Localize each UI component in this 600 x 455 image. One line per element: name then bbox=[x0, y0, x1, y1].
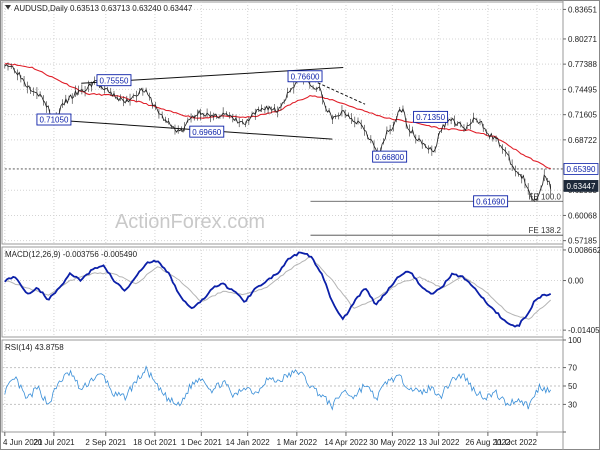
x-tick-label: 30 May 2022 bbox=[369, 438, 416, 447]
macd-tick-label: -0.014055 bbox=[568, 326, 600, 335]
price-title: AUDUSD,Daily 0.63513 0.63713 0.63240 0.6… bbox=[14, 4, 193, 13]
x-tick-label: 18 Oct 2021 bbox=[133, 438, 177, 447]
price-tick-label: 0.68722 bbox=[568, 136, 597, 145]
rsi-tick-label: 100 bbox=[568, 336, 582, 345]
watermark: ActionForex.com bbox=[115, 211, 265, 233]
annotation-label: 0.69660 bbox=[192, 128, 221, 137]
rsi-tick-label: 30 bbox=[568, 400, 577, 409]
price-tick-label: 0.77388 bbox=[568, 60, 597, 69]
annotation-box-6 bbox=[473, 195, 509, 208]
x-tick-label: 1 Dec 2021 bbox=[181, 438, 222, 447]
price-line bbox=[4, 64, 552, 202]
x-tick-label: 20 Jul 2021 bbox=[33, 438, 75, 447]
macd-signal-line bbox=[4, 255, 552, 320]
rsi-panel: 100 70 50 30 RSI(14) 43.8758 bbox=[2, 336, 582, 433]
price-label: 0.65390 bbox=[567, 165, 596, 174]
annotation-label: 0.75550 bbox=[100, 76, 129, 85]
price-label-box-1 bbox=[563, 180, 599, 192]
macd-title: MACD(12,26,9) -0.003756 -0.005490 bbox=[5, 250, 138, 259]
x-tick-label: 4 Jun 2021 bbox=[3, 438, 43, 447]
x-tick-label: 26 Aug 2022 bbox=[465, 438, 510, 447]
x-tick-label: 14 Jan 2022 bbox=[226, 438, 271, 447]
price-tick-label: 0.83651 bbox=[568, 5, 597, 14]
annotation-box-0 bbox=[36, 113, 72, 126]
rsi-line bbox=[4, 365, 552, 411]
macd-panel: 0.008662 0.00 -0.014055 MACD(12,26,9) -0.00… bbox=[2, 246, 600, 335]
annotation-label: 0.66800 bbox=[375, 153, 404, 162]
annotation-box-4 bbox=[372, 150, 408, 163]
annotation-label: 0.71350 bbox=[416, 113, 445, 122]
x-tick-label: 1 Mar 2022 bbox=[277, 438, 318, 447]
price-tick-label: 0.80271 bbox=[568, 35, 597, 44]
annotation-box-3 bbox=[287, 70, 323, 83]
rsi-title: RSI(14) 43.8758 bbox=[5, 343, 64, 352]
macd-line bbox=[4, 251, 552, 328]
annotation-label: 0.71050 bbox=[39, 116, 68, 125]
panel-frame-1 bbox=[1, 246, 564, 338]
annotation-box-5 bbox=[413, 110, 449, 123]
price-tick-label: 0.57185 bbox=[568, 237, 597, 246]
annotation-box-1 bbox=[96, 74, 132, 87]
annotation-box-2 bbox=[189, 125, 225, 138]
rsi-tick-label: 70 bbox=[568, 364, 577, 373]
price-tick-label: 0.60068 bbox=[568, 211, 597, 220]
x-tick-label: 13 Jul 2022 bbox=[418, 438, 460, 447]
annotation-label: 0.61690 bbox=[476, 197, 505, 206]
x-tick-label: 11 Oct 2022 bbox=[494, 438, 538, 447]
collapse-arrow-icon[interactable] bbox=[5, 5, 11, 10]
rsi-tick-label: 50 bbox=[568, 382, 577, 391]
fe-level-label: FE 100.0 bbox=[529, 192, 562, 201]
price-label-box-0 bbox=[563, 163, 599, 175]
price-panel: 0.83651 0.80271 0.77388 0.74495 0.71605 0.687… bbox=[2, 4, 599, 246]
x-tick-label: 2 Sep 2021 bbox=[85, 438, 126, 447]
annotation-label: 0.76600 bbox=[291, 72, 320, 81]
fe-level-label: FE 138.2 bbox=[529, 226, 562, 235]
price-tick-label: 0.71605 bbox=[568, 111, 597, 120]
x-tick-label: 14 Apr 2022 bbox=[324, 438, 368, 447]
price-label: 0.63447 bbox=[567, 182, 596, 191]
macd-tick-label: 0.008662 bbox=[568, 246, 600, 255]
price-tick-label: 0.74495 bbox=[568, 85, 597, 94]
macd-tick-label: 0.00 bbox=[568, 277, 584, 286]
